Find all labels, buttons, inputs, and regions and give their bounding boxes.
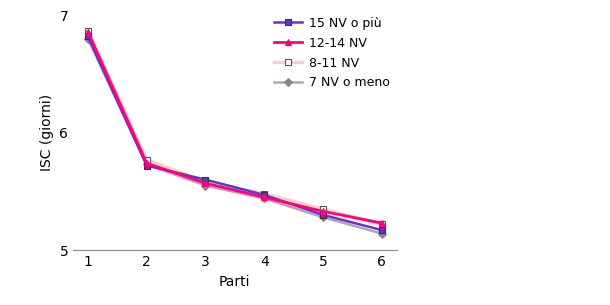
- X-axis label: Parti: Parti: [219, 274, 251, 289]
- Legend: 15 NV o più, 12-14 NV, 8-11 NV, 7 NV o meno: 15 NV o più, 12-14 NV, 8-11 NV, 7 NV o m…: [274, 17, 390, 89]
- Y-axis label: ISC (giorni): ISC (giorni): [40, 94, 54, 171]
